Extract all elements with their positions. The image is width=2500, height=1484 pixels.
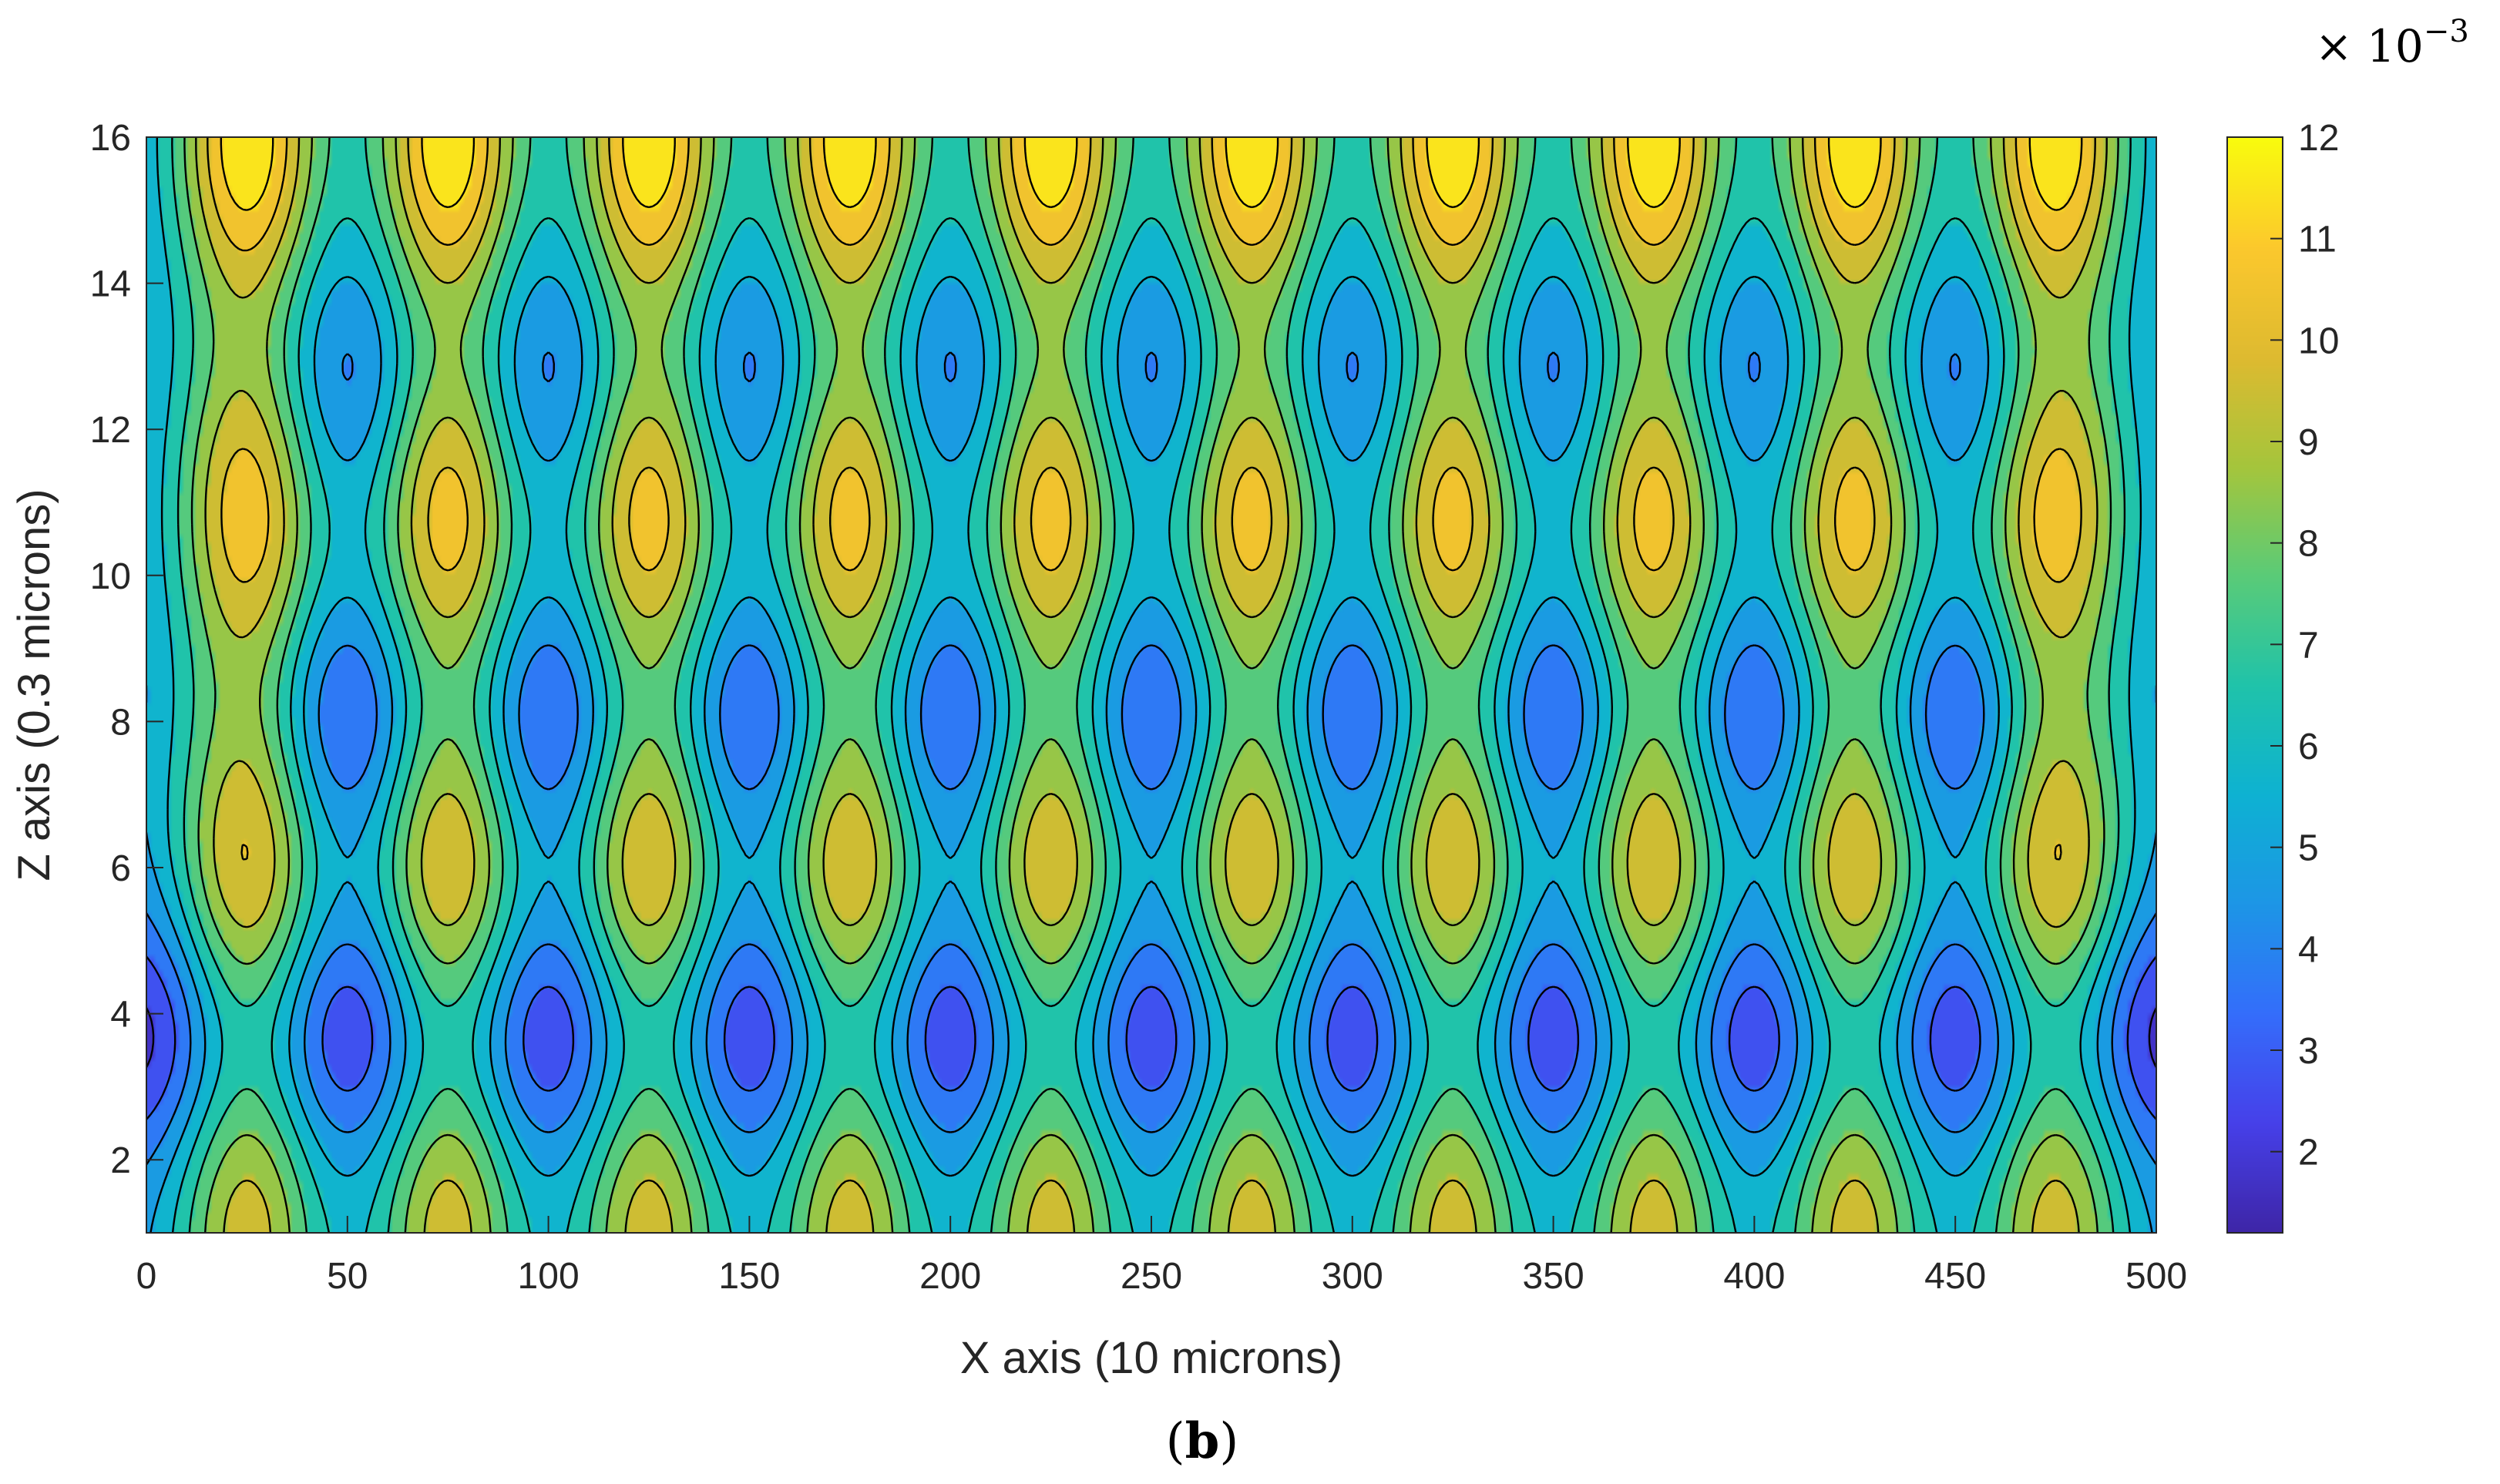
figure-caption: (b) — [1166, 1412, 1239, 1470]
colorbar-tick-label: 12 — [2298, 118, 2339, 159]
x-tick-label: 450 — [1924, 1256, 1986, 1297]
y-tick-label: 12 — [90, 410, 131, 451]
contour-line — [146, 275, 2156, 1233]
colorbar-exponent: × 10−3 — [2315, 14, 2469, 72]
y-tick-label: 4 — [110, 995, 131, 1036]
x-tick-label: 300 — [1322, 1256, 1383, 1297]
contour-fill — [146, 137, 2156, 1233]
x-tick-label: 400 — [1723, 1256, 1785, 1297]
colorbar-exponent-base: × 10 — [2315, 20, 2424, 72]
x-axis-label: X axis (10 microns) — [960, 1333, 1342, 1383]
caption-close-paren: ) — [1219, 1413, 1238, 1470]
contour-line — [171, 137, 2132, 1233]
y-axis-label: Z axis (0.3 microns) — [9, 489, 59, 881]
contour-line — [156, 137, 2147, 1233]
contour-line — [195, 137, 2108, 1233]
contour-line — [146, 1007, 2156, 1068]
contour-line — [207, 137, 2096, 861]
y-tick-label: 16 — [90, 118, 131, 159]
colorbar-tick-label: 11 — [2298, 220, 2337, 260]
x-tick-label: 200 — [919, 1256, 981, 1297]
caption-open-paren: ( — [1166, 1413, 1185, 1470]
contour-lines — [146, 137, 2156, 1233]
colorbar-frame — [2226, 136, 2283, 1234]
y-axis: 2 4 6 8 10 12 14 16 — [90, 118, 163, 1181]
colorbar-tick-label: 4 — [2298, 929, 2319, 970]
x-tick-label: 50 — [327, 1256, 368, 1297]
y-tick-label: 8 — [110, 702, 131, 743]
contour-line — [146, 955, 2156, 1120]
svg-text:(b): (b) — [1166, 1412, 1239, 1470]
colorbar-tick-label: 9 — [2298, 422, 2319, 463]
x-tick-label: 350 — [1523, 1256, 1584, 1297]
plot-area — [146, 136, 2157, 1234]
x-axis: 0 50 100 150 200 250 300 350 400 450 500 — [136, 1216, 2187, 1297]
colorbar-tick-label: 3 — [2298, 1031, 2319, 1072]
caption-letter: b — [1185, 1412, 1220, 1470]
x-tick-label: 150 — [718, 1256, 780, 1297]
y-tick-label: 10 — [90, 556, 131, 597]
colorbar: 2 3 4 5 6 7 8 9 10 11 12 × 10−3 — [2226, 14, 2469, 1234]
colorbar-gradient — [2227, 137, 2283, 1233]
colorbar-tick-label: 10 — [2298, 321, 2339, 361]
y-tick-label: 6 — [110, 848, 131, 889]
colorbar-tick-label: 8 — [2298, 524, 2319, 565]
colorbar-tick-label: 5 — [2298, 828, 2319, 869]
contour-line — [183, 137, 2119, 1233]
colorbar-exponent-power: −3 — [2424, 14, 2469, 49]
colorbar-ticks: 2 3 4 5 6 7 8 9 10 11 12 — [2270, 118, 2339, 1173]
x-tick-label: 100 — [518, 1256, 580, 1297]
y-tick-label: 2 — [110, 1140, 131, 1181]
colorbar-tick-label: 7 — [2298, 625, 2319, 666]
contour-line — [146, 351, 2156, 1166]
x-tick-label: 0 — [136, 1256, 157, 1297]
contour-line — [220, 137, 2083, 211]
colorbar-tick-label: 2 — [2298, 1133, 2319, 1173]
x-tick-label: 500 — [2125, 1256, 2187, 1297]
colorbar-tick-label: 6 — [2298, 727, 2319, 767]
x-tick-label: 250 — [1121, 1256, 1182, 1297]
y-tick-label: 14 — [90, 264, 131, 305]
